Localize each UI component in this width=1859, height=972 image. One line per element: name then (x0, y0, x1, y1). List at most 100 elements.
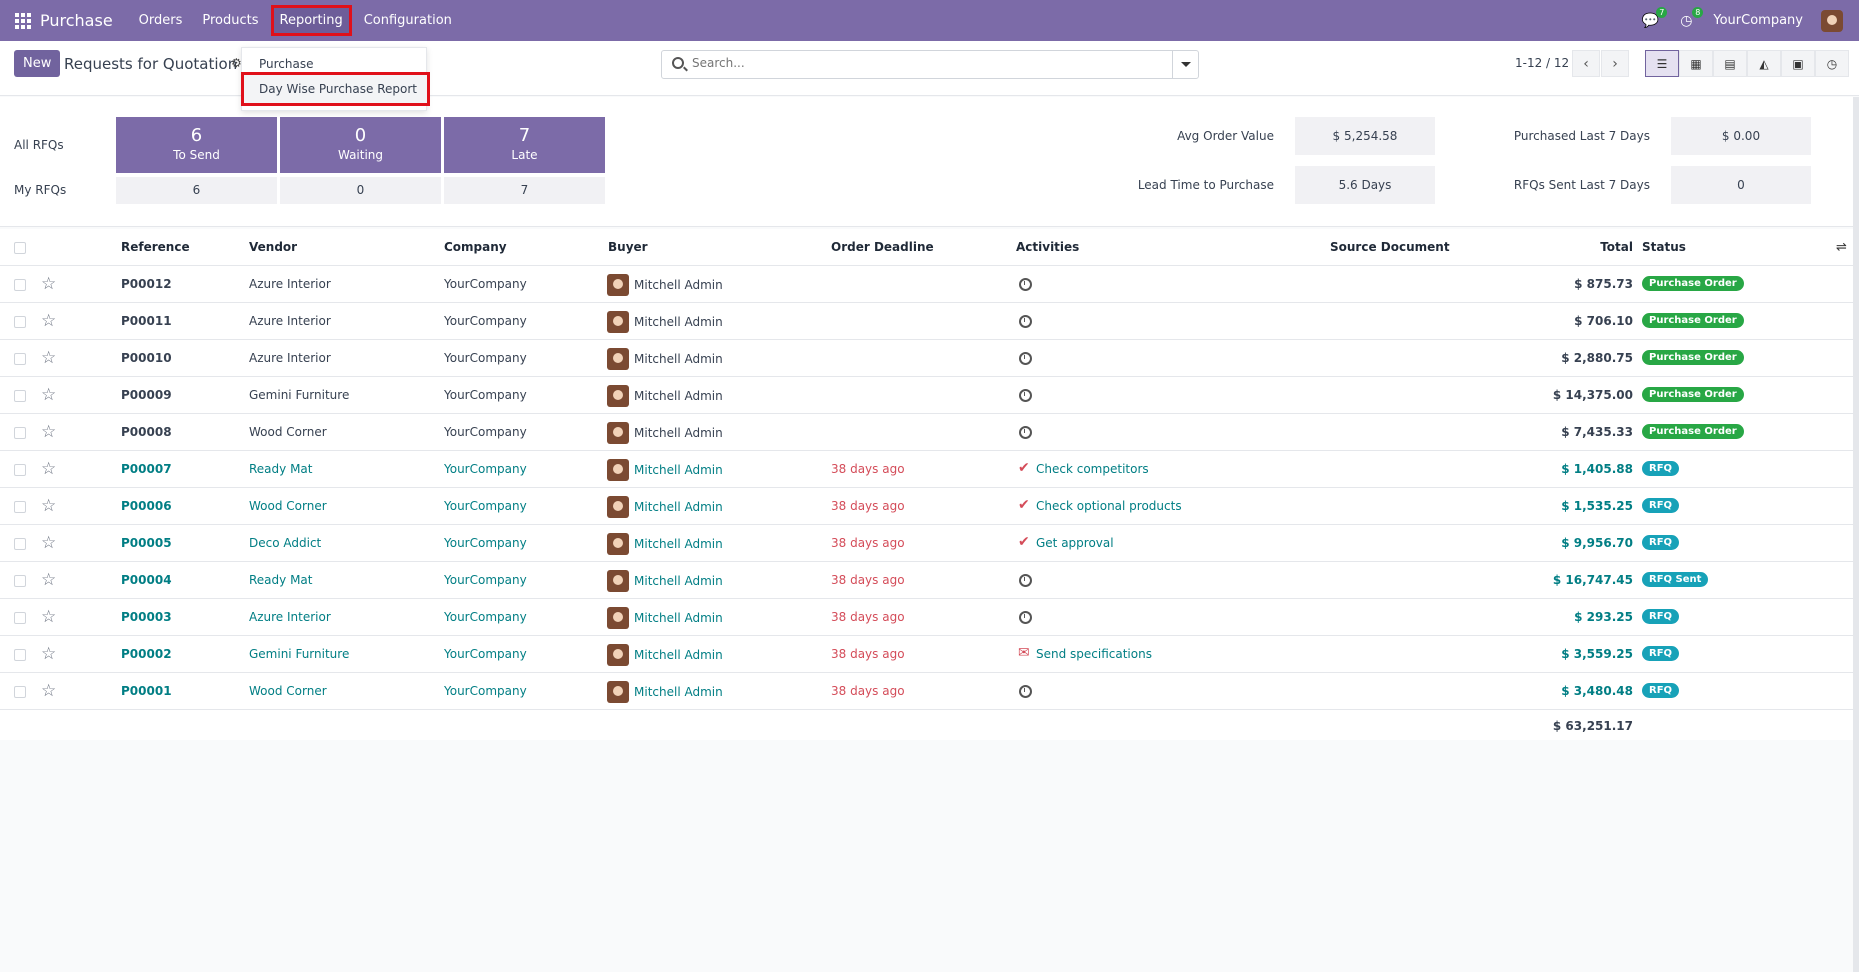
vertical-scrollbar[interactable] (1853, 97, 1859, 972)
activity-summary[interactable]: Get approval (1036, 536, 1114, 550)
menu-configuration[interactable]: Configuration (363, 13, 452, 28)
col-order-deadline[interactable]: Order Deadline (831, 240, 934, 254)
priority-star-icon[interactable]: ☆ (41, 459, 57, 479)
activity-clock-icon[interactable] (1019, 685, 1032, 698)
col-total[interactable]: Total (1600, 240, 1633, 254)
tile-late[interactable]: 7 Late (444, 117, 605, 173)
col-reference[interactable]: Reference (121, 240, 190, 254)
col-vendor[interactable]: Vendor (249, 240, 298, 254)
dropdown-item-day-wise-report[interactable]: Day Wise Purchase Report (241, 72, 430, 106)
table-row[interactable]: ☆ P00012 Azure Interior YourCompany Mitchell… (0, 266, 1859, 303)
activity-summary[interactable]: Send specifications (1036, 647, 1152, 661)
list-view-button[interactable]: ☰ (1645, 50, 1679, 77)
new-button[interactable]: New (14, 50, 61, 77)
apps-menu-icon[interactable] (15, 12, 31, 29)
table-row[interactable]: ☆ P00010 Azure Interior YourCompany Mitchell… (0, 340, 1859, 377)
row-checkbox[interactable] (14, 501, 26, 513)
tile-waiting[interactable]: 0 Waiting (280, 117, 441, 173)
cell-buyer[interactable]: Mitchell Admin (634, 389, 723, 403)
priority-star-icon[interactable]: ☆ (41, 422, 57, 442)
app-brand[interactable]: Purchase (40, 11, 113, 30)
col-company[interactable]: Company (444, 240, 507, 254)
cell-buyer[interactable]: Mitchell Admin (634, 685, 723, 699)
cell-buyer[interactable]: Mitchell Admin (634, 315, 723, 329)
company-switcher[interactable]: YourCompany (1713, 13, 1803, 28)
optional-columns-icon[interactable]: ⇌ (1836, 240, 1847, 255)
row-checkbox[interactable] (14, 649, 26, 661)
row-checkbox[interactable] (14, 279, 26, 291)
priority-star-icon[interactable]: ☆ (41, 496, 57, 516)
menu-orders[interactable]: Orders (138, 13, 183, 28)
messages-icon[interactable]: 💬 7 (1641, 6, 1668, 30)
priority-star-icon[interactable]: ☆ (41, 644, 57, 664)
activities-clock-icon[interactable]: ◷ 8 (1677, 6, 1704, 30)
priority-star-icon[interactable]: ☆ (41, 607, 57, 627)
cell-buyer[interactable]: Mitchell Admin (634, 278, 723, 292)
my-late[interactable]: 7 (444, 177, 605, 204)
cell-buyer[interactable]: Mitchell Admin (634, 500, 723, 514)
table-row[interactable]: ☆ P00002 Gemini Furniture YourCompany Mitche… (0, 636, 1859, 673)
menu-products[interactable]: Products (202, 13, 259, 28)
activity-clock-icon[interactable] (1019, 278, 1032, 291)
priority-star-icon[interactable]: ☆ (41, 570, 57, 590)
table-row[interactable]: ☆ P00011 Azure Interior YourCompany Mitchell… (0, 303, 1859, 340)
table-row[interactable]: ☆ P00001 Wood Corner YourCompany Mitchell Ad… (0, 673, 1859, 710)
priority-star-icon[interactable]: ☆ (41, 311, 57, 331)
user-avatar[interactable] (1821, 9, 1843, 32)
cell-buyer[interactable]: Mitchell Admin (634, 426, 723, 440)
cell-buyer[interactable]: Mitchell Admin (634, 648, 723, 662)
activity-clock-icon[interactable] (1019, 315, 1032, 328)
activity-view-button[interactable]: ◷ (1815, 50, 1849, 77)
col-activities[interactable]: Activities (1016, 240, 1080, 254)
row-checkbox[interactable] (14, 612, 26, 624)
search-bar[interactable] (661, 50, 1199, 79)
col-buyer[interactable]: Buyer (608, 240, 648, 254)
activity-clock-icon[interactable] (1019, 352, 1032, 365)
priority-star-icon[interactable]: ☆ (41, 385, 57, 405)
table-row[interactable]: ☆ P00005 Deco Addict YourCompany Mitchell Ad… (0, 525, 1859, 562)
dropdown-item-purchase[interactable]: Purchase (259, 57, 314, 71)
row-checkbox[interactable] (14, 686, 26, 698)
pager-previous-button[interactable]: ‹ (1572, 50, 1600, 77)
cell-buyer[interactable]: Mitchell Admin (634, 611, 723, 625)
calendar-view-button[interactable]: ▣ (1781, 50, 1815, 77)
activity-summary[interactable]: Check optional products (1036, 499, 1182, 513)
menu-reporting[interactable]: Reporting (270, 5, 352, 36)
cell-buyer[interactable]: Mitchell Admin (634, 574, 723, 588)
activity-clock-icon[interactable] (1019, 574, 1032, 587)
table-row[interactable]: ☆ P00006 Wood Corner YourCompany Mitchell Ad… (0, 488, 1859, 525)
cell-buyer[interactable]: Mitchell Admin (634, 352, 723, 366)
kanban-view-button[interactable]: ▦ (1679, 50, 1713, 77)
row-checkbox[interactable] (14, 390, 26, 402)
cell-buyer[interactable]: Mitchell Admin (634, 463, 723, 477)
pager-next-button[interactable]: › (1601, 50, 1629, 77)
activity-clock-icon[interactable] (1019, 426, 1032, 439)
gear-icon[interactable]: ⚙ (231, 56, 242, 70)
table-row[interactable]: ☆ P00003 Azure Interior YourCompany Mitchell… (0, 599, 1859, 636)
activity-summary[interactable]: Check competitors (1036, 462, 1149, 476)
pivot-view-button[interactable]: ▤ (1713, 50, 1747, 77)
row-checkbox[interactable] (14, 538, 26, 550)
priority-star-icon[interactable]: ☆ (41, 274, 57, 294)
graph-view-button[interactable]: ◭ (1747, 50, 1781, 77)
activity-clock-icon[interactable] (1019, 389, 1032, 402)
search-options-toggle[interactable] (1172, 51, 1198, 78)
priority-star-icon[interactable]: ☆ (41, 533, 57, 553)
my-to-send[interactable]: 6 (116, 177, 277, 204)
tile-to-send[interactable]: 6 To Send (116, 117, 277, 173)
priority-star-icon[interactable]: ☆ (41, 681, 57, 701)
table-row[interactable]: ☆ P00004 Ready Mat YourCompany Mitchell Admi… (0, 562, 1859, 599)
my-waiting[interactable]: 0 (280, 177, 441, 204)
table-row[interactable]: ☆ P00008 Wood Corner YourCompany Mitchell Ad… (0, 414, 1859, 451)
row-checkbox[interactable] (14, 464, 26, 476)
activity-clock-icon[interactable] (1019, 611, 1032, 624)
col-status[interactable]: Status (1642, 240, 1686, 254)
table-row[interactable]: ☆ P00007 Ready Mat YourCompany Mitchell Admi… (0, 451, 1859, 488)
col-source-document[interactable]: Source Document (1330, 240, 1450, 254)
row-checkbox[interactable] (14, 575, 26, 587)
table-row[interactable]: ☆ P00009 Gemini Furniture YourCompany Mitche… (0, 377, 1859, 414)
priority-star-icon[interactable]: ☆ (41, 348, 57, 368)
cell-buyer[interactable]: Mitchell Admin (634, 537, 723, 551)
search-input[interactable] (692, 56, 1112, 70)
select-all-checkbox[interactable] (14, 242, 26, 254)
